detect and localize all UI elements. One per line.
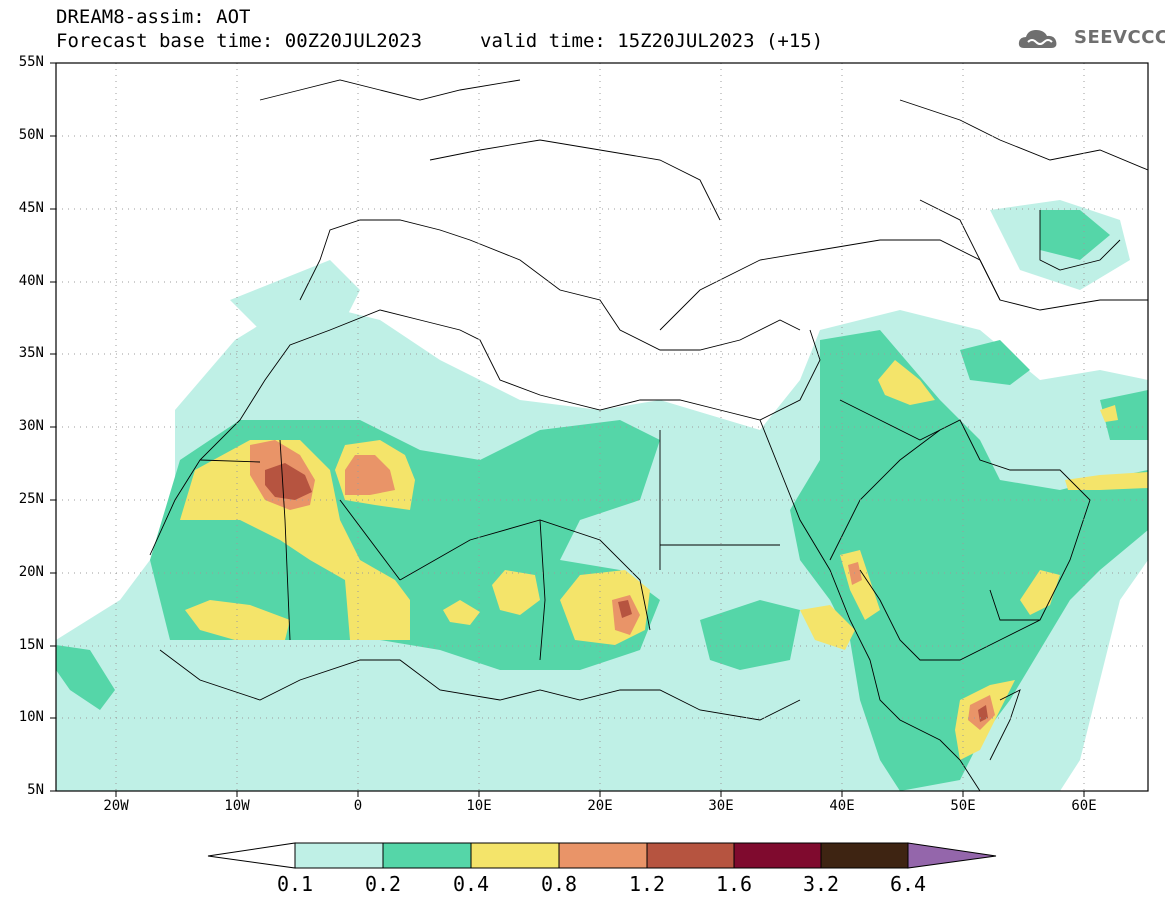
- lat-label: 55N: [18, 54, 44, 70]
- axis-ticks: [50, 62, 1085, 797]
- lon-label: 50E: [950, 798, 976, 814]
- colorbar-label: 1.6: [715, 872, 753, 896]
- lat-label: 30N: [18, 418, 44, 434]
- title-line-1: DREAM8-assim: AOT: [56, 6, 251, 28]
- colorbar-seg-8: [907, 842, 997, 869]
- colorbar: [207, 842, 997, 869]
- colorbar-label: 6.4: [889, 872, 927, 896]
- coastlines-borders: [149, 79, 1148, 791]
- colorbar-seg-7: [820, 842, 909, 869]
- lat-label: 45N: [18, 200, 44, 216]
- lon-label: 0: [353, 798, 363, 814]
- lon-label: 30E: [708, 798, 734, 814]
- lon-label: 10W: [224, 798, 250, 814]
- lat-label: 20N: [18, 564, 44, 580]
- lon-label: 60E: [1071, 798, 1097, 814]
- logo-text: SEEVCCC: [1074, 27, 1165, 48]
- lon-label: 40E: [829, 798, 855, 814]
- graticule: [56, 63, 1148, 791]
- colorbar-seg-6: [733, 842, 822, 869]
- colorbar-seg-3: [470, 842, 560, 869]
- colorbar-seg-2: [382, 842, 472, 869]
- colorbar-label: 3.2: [802, 872, 840, 896]
- lat-label: 50N: [18, 127, 44, 143]
- title-line-2: Forecast base time: 00Z20JUL2023: [56, 30, 423, 52]
- colorbar-seg-0: [207, 842, 296, 869]
- lat-label: 15N: [18, 637, 44, 653]
- colorbar-label: 0.1: [276, 872, 314, 896]
- lat-label: 10N: [18, 709, 44, 725]
- colorbar-seg-1: [294, 842, 384, 869]
- lon-label: 20W: [103, 798, 129, 814]
- lon-label: 10E: [466, 798, 492, 814]
- lon-label: 20E: [587, 798, 613, 814]
- colorbar-seg-4: [558, 842, 648, 869]
- colorbar-label: 0.4: [452, 872, 490, 896]
- lat-label: 5N: [27, 782, 44, 798]
- lat-label: 35N: [18, 345, 44, 361]
- lat-label: 40N: [18, 273, 44, 289]
- colorbar-seg-5: [646, 842, 735, 869]
- colorbar-label: 0.2: [364, 872, 402, 896]
- cloud-logo-icon: [1018, 30, 1057, 48]
- aot-band-1-2: [265, 463, 988, 722]
- valid-time: valid time: 15Z20JUL2023 (+15): [480, 30, 824, 52]
- lat-label: 25N: [18, 491, 44, 507]
- colorbar-label: 0.8: [540, 872, 578, 896]
- colorbar-label: 1.2: [628, 872, 666, 896]
